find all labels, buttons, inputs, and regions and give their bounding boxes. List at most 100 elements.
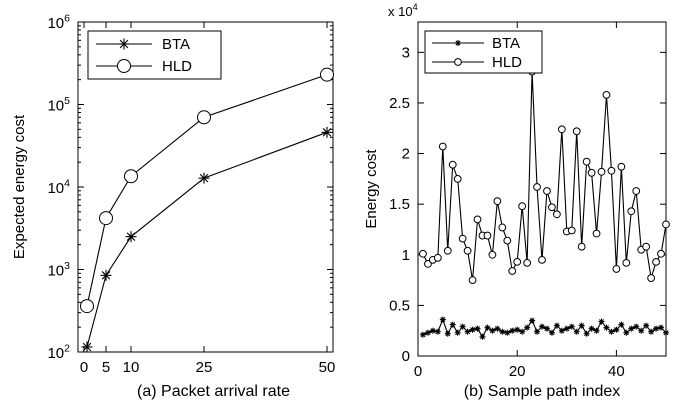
chart-b-legend-marker-bta bbox=[455, 40, 461, 46]
chart-b-point-hld bbox=[433, 253, 442, 262]
chart-b-ytick-label: 2.5 bbox=[389, 95, 410, 112]
chart-a-ytick-label-base: 10 bbox=[47, 98, 64, 115]
chart-a-xtick-label: 25 bbox=[196, 359, 213, 376]
chart-b-legend-box bbox=[424, 30, 543, 74]
chart-b-point-hld bbox=[607, 166, 616, 175]
chart-b-point-hld bbox=[602, 90, 611, 99]
chart-b-point-bta bbox=[444, 330, 451, 337]
chart-b-point-bta bbox=[524, 324, 531, 331]
chart-b-point-hld bbox=[642, 242, 651, 251]
chart-b-ytick-label: 1.5 bbox=[389, 196, 410, 213]
chart-a-ytick-label-exp: 2 bbox=[64, 342, 70, 354]
chart-b-point-bta bbox=[494, 325, 501, 332]
chart-b-legend-label-hld: HLD bbox=[492, 54, 522, 71]
chart-a-legend-box bbox=[87, 30, 222, 80]
chart-b-point-bta bbox=[583, 330, 590, 337]
chart-b-point-bta bbox=[539, 323, 545, 330]
chart-b-point-bta bbox=[429, 327, 436, 334]
chart-a-ytick-label-exp: 5 bbox=[64, 95, 70, 107]
chart-b-point-hld bbox=[493, 197, 502, 206]
chart-b-point-bta bbox=[424, 329, 431, 336]
chart-b-ytick-label: 0.5 bbox=[389, 297, 410, 314]
chart-b-point-bta bbox=[618, 321, 625, 328]
chart-a-ytick-label-base: 10 bbox=[47, 263, 64, 280]
chart-b-point-hld bbox=[473, 215, 482, 224]
chart-b-point-bta bbox=[509, 327, 516, 334]
chart-b-point-hld bbox=[662, 220, 670, 229]
chart-b-point-hld bbox=[552, 210, 561, 219]
chart-b-point-hld bbox=[483, 231, 492, 240]
chart-b-point-hld bbox=[453, 174, 462, 183]
chart-a-xtick-label: 5 bbox=[102, 359, 110, 376]
chart-b-point-hld bbox=[567, 226, 576, 235]
chart-b-point-bta bbox=[558, 327, 565, 334]
chart-b-point-hld bbox=[582, 157, 591, 166]
chart-b-point-hld bbox=[632, 187, 641, 195]
chart-b-point-hld bbox=[533, 183, 541, 191]
chart-b-point-hld bbox=[592, 229, 601, 238]
chart-a-point-hld bbox=[80, 299, 94, 314]
chart-b-point-bta bbox=[454, 329, 461, 336]
chart-a-legend-label-bta: BTA bbox=[162, 36, 190, 53]
chart-b-point-hld bbox=[503, 236, 512, 245]
chart-b-point-hld bbox=[587, 168, 596, 177]
chart-b-point-bta bbox=[663, 329, 669, 336]
chart-b-point-hld bbox=[523, 258, 532, 267]
chart-b-point-bta bbox=[529, 317, 536, 324]
chart-b-point-bta bbox=[504, 329, 511, 336]
chart-b-point-bta bbox=[573, 328, 580, 335]
chart-b-y-multiplier-exp: 4 bbox=[413, 2, 418, 12]
chart-a-xtick-label: 0 bbox=[80, 359, 88, 376]
chart-b-ytick-label: 1 bbox=[402, 247, 410, 264]
chart-a-ytick-label-base: 10 bbox=[47, 345, 64, 362]
chart-b-point-hld bbox=[572, 127, 581, 136]
chart-b-point-bta bbox=[469, 326, 476, 333]
chart-b-point-bta bbox=[548, 329, 555, 336]
chart-a-legend: BTA HLD bbox=[87, 30, 222, 80]
chart-a-series-hld-line bbox=[86, 74, 328, 307]
chart-b-point-hld bbox=[448, 160, 457, 169]
chart-a-ytick-label-exp: 4 bbox=[64, 177, 70, 189]
chart-b-point-bta bbox=[603, 324, 610, 331]
chart-b-point-hld bbox=[498, 223, 507, 232]
chart-b-point-bta bbox=[439, 316, 446, 323]
chart-b-point-bta bbox=[563, 325, 570, 332]
chart-b-point-bta bbox=[653, 325, 660, 332]
chart-a-point-bta bbox=[100, 269, 112, 281]
chart-b-xtick-label: 40 bbox=[608, 363, 625, 380]
chart-b-legend-marker-hld bbox=[454, 58, 462, 66]
chart-b-point-bta bbox=[514, 326, 521, 333]
chart-b-legend: BTA HLD bbox=[424, 30, 543, 74]
chart-b-point-hld bbox=[468, 276, 477, 284]
chart-a-point-bta bbox=[125, 231, 137, 243]
chart-b-point-bta bbox=[613, 326, 620, 333]
chart-b-point-bta bbox=[643, 322, 650, 329]
chart-b-point-bta bbox=[578, 322, 585, 329]
chart-b-point-hld bbox=[513, 257, 522, 266]
chart-a-ytick-label: 103 bbox=[47, 260, 70, 280]
chart-b-point-bta bbox=[464, 328, 471, 335]
chart-a-xtick-label: 50 bbox=[319, 359, 336, 376]
chart-a-ytick-label: 102 bbox=[47, 342, 70, 362]
chart-b-point-hld bbox=[518, 202, 527, 211]
chart-b-ytick-label: 0 bbox=[402, 348, 410, 365]
chart-b-point-bta bbox=[598, 318, 605, 325]
chart-b-sample-path-index: 0 0.5 1 1.5 2 2.5 3 0 20 40 x 104 Energy cost (b) Sa… bbox=[363, 2, 670, 400]
chart-b-point-hld bbox=[577, 242, 586, 251]
chart-b-point-hld bbox=[622, 258, 631, 267]
chart-b-point-hld bbox=[647, 274, 656, 282]
chart-a-point-bta bbox=[198, 172, 210, 184]
chart-a-point-hld bbox=[197, 110, 211, 125]
chart-a-point-bta bbox=[81, 341, 93, 353]
chart-b-point-hld bbox=[463, 246, 472, 255]
chart-a-caption: (a) Packet arrival rate bbox=[137, 383, 290, 400]
chart-b-xtick-label: 0 bbox=[414, 363, 422, 380]
chart-a-legend-marker-bta bbox=[118, 38, 130, 50]
chart-a-legend-label-hld: HLD bbox=[162, 58, 192, 75]
chart-b-point-hld bbox=[538, 255, 546, 264]
chart-b-point-bta bbox=[479, 333, 486, 340]
chart-a-ytick-label-base: 10 bbox=[47, 15, 64, 32]
chart-b-point-bta bbox=[484, 324, 491, 331]
chart-b-point-bta bbox=[489, 327, 496, 334]
